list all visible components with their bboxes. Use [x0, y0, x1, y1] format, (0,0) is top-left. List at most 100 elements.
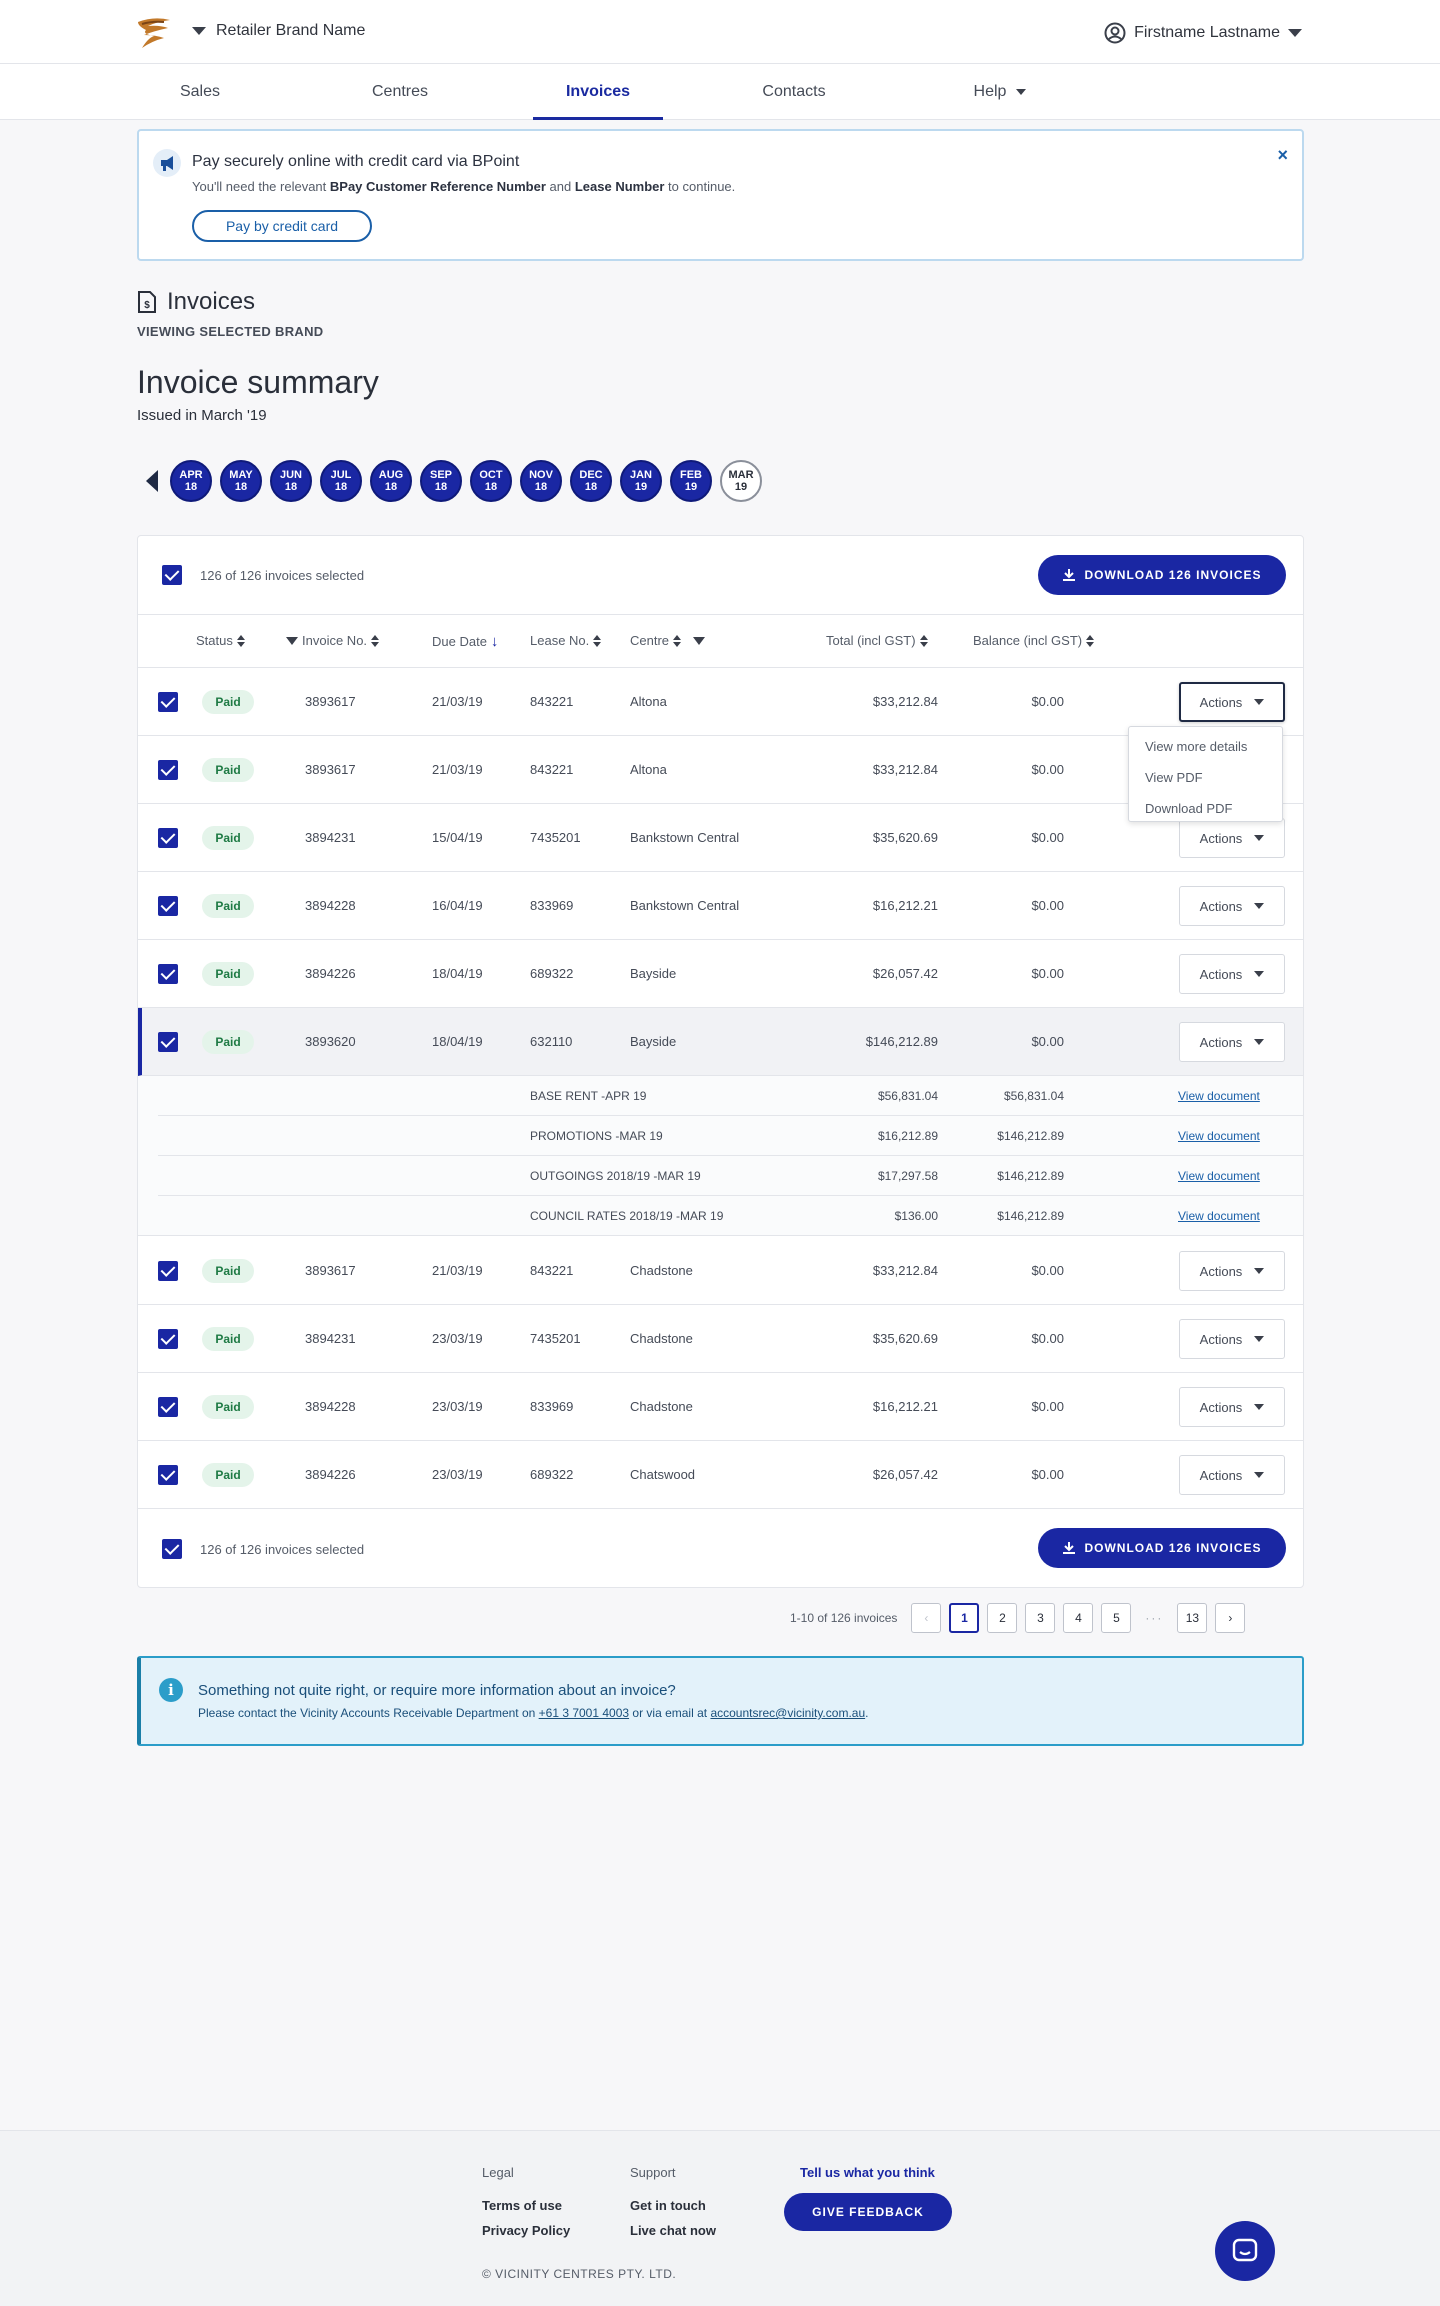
download-invoices-button[interactable]: DOWNLOAD 126 INVOICES: [1038, 555, 1286, 595]
month-apr-18[interactable]: APR 18: [170, 460, 212, 502]
view-document-link[interactable]: View document: [1178, 1089, 1260, 1103]
row-checkbox[interactable]: [158, 1032, 178, 1052]
lease-no: 632110: [530, 1034, 573, 1049]
previous-arrow-icon[interactable]: [146, 470, 158, 492]
page-4[interactable]: 4: [1063, 1603, 1094, 1633]
sort-icon: [371, 634, 380, 647]
tab-invoices[interactable]: Invoices: [533, 64, 663, 120]
table-row[interactable]: Paid 3894226 18/04/19 689322 Bayside $26…: [138, 940, 1303, 1008]
actions-button[interactable]: Actions: [1179, 1251, 1285, 1291]
lease-no: 833969: [530, 1399, 574, 1414]
view-document-link[interactable]: View document: [1178, 1209, 1260, 1223]
month-may-18[interactable]: MAY 18: [220, 460, 262, 502]
row-checkbox[interactable]: [158, 1329, 178, 1349]
table-row[interactable]: Paid 3894228 23/03/19 833969 Chadstone $…: [138, 1373, 1303, 1441]
month-jan-19[interactable]: JAN 19: [620, 460, 662, 502]
pay-by-credit-card-button[interactable]: Pay by credit card: [192, 210, 372, 242]
view-document-link[interactable]: View document: [1178, 1129, 1260, 1143]
tab-centres[interactable]: Centres: [371, 83, 429, 100]
live-chat-link[interactable]: Live chat now: [630, 2223, 716, 2238]
row-checkbox[interactable]: [158, 760, 178, 780]
status-badge: Paid: [202, 1327, 254, 1351]
close-icon[interactable]: ×: [1277, 145, 1288, 165]
actions-button[interactable]: Actions: [1179, 682, 1285, 722]
chat-launcher-button[interactable]: [1215, 2221, 1275, 2281]
balance: $0.00: [1031, 830, 1064, 845]
month-jul-18[interactable]: JUL 18: [320, 460, 362, 502]
table-row-expanded[interactable]: Paid 3893620 18/04/19 632110 Bayside $14…: [138, 1008, 1303, 1076]
user-menu[interactable]: Firstname Lastname: [1104, 22, 1302, 44]
table-row[interactable]: Paid 3894228 16/04/19 833969 Bankstown C…: [138, 872, 1303, 940]
month-feb-19[interactable]: FEB 19: [670, 460, 712, 502]
give-feedback-button[interactable]: GIVE FEEDBACK: [784, 2193, 952, 2231]
page-2[interactable]: 2: [987, 1603, 1018, 1633]
month-mar-19[interactable]: MAR 19: [720, 460, 762, 502]
page-1[interactable]: 1: [949, 1603, 980, 1633]
banner-title: Pay securely online with credit card via…: [192, 153, 520, 170]
month-oct-18[interactable]: OCT 18: [470, 460, 512, 502]
col-centre[interactable]: Centre: [630, 633, 706, 648]
page-3[interactable]: 3: [1025, 1603, 1056, 1633]
month-jun-18[interactable]: JUN 18: [270, 460, 312, 502]
view-document-link[interactable]: View document: [1178, 1169, 1260, 1183]
month-dec-18[interactable]: DEC 18: [570, 460, 612, 502]
col-total[interactable]: Total (incl GST): [826, 633, 928, 648]
actions-button[interactable]: Actions: [1179, 1022, 1285, 1062]
page-13[interactable]: 13: [1177, 1603, 1208, 1633]
tab-sales[interactable]: Sales: [179, 83, 221, 100]
centre: Chadstone: [630, 1331, 693, 1346]
month-sep-18[interactable]: SEP 18: [420, 460, 462, 502]
next-page-icon[interactable]: ›: [1215, 1603, 1246, 1633]
actions-button[interactable]: Actions: [1179, 818, 1285, 858]
invoice-document-icon: $: [138, 291, 156, 313]
col-due-date[interactable]: Due Date ↓: [432, 633, 499, 650]
brand-logo-icon[interactable]: [134, 16, 174, 50]
menu-view-pdf[interactable]: View PDF: [1145, 770, 1203, 785]
tab-contacts[interactable]: Contacts: [762, 83, 826, 100]
row-checkbox[interactable]: [158, 1465, 178, 1485]
sort-icon: [1086, 634, 1095, 647]
sort-icon: [236, 634, 245, 647]
row-checkbox[interactable]: [158, 896, 178, 916]
col-invoice-no[interactable]: Invoice No.: [286, 633, 380, 648]
col-status[interactable]: Status: [196, 633, 245, 648]
col-lease-no[interactable]: Lease No.: [530, 633, 602, 648]
filter-icon: [693, 636, 706, 645]
table-row[interactable]: Paid 3893617 21/03/19 843221 Altona $33,…: [138, 668, 1303, 736]
phone-link[interactable]: +61 3 7001 4003: [538, 1706, 630, 1720]
table-row[interactable]: Paid 3893617 21/03/19 843221 Altona $33,…: [138, 736, 1303, 804]
row-checkbox[interactable]: [158, 828, 178, 848]
month-aug-18[interactable]: AUG 18: [370, 460, 412, 502]
menu-view-more-details[interactable]: View more details: [1145, 739, 1248, 754]
privacy-link[interactable]: Privacy Policy: [482, 2223, 571, 2238]
actions-button[interactable]: Actions: [1179, 1387, 1285, 1427]
lease-no: 689322: [530, 1467, 574, 1482]
table-row[interactable]: Paid 3894231 15/04/19 7435201 Bankstown …: [138, 804, 1303, 872]
get-in-touch-link[interactable]: Get in touch: [630, 2198, 706, 2213]
download-invoices-button[interactable]: DOWNLOAD 126 INVOICES: [1038, 1528, 1286, 1568]
email-link[interactable]: accountsrec@vicinity.com.au: [710, 1706, 866, 1720]
tab-help[interactable]: Help: [960, 64, 1040, 120]
row-checkbox[interactable]: [158, 1261, 178, 1281]
terms-link[interactable]: Terms of use: [482, 2198, 562, 2213]
status-badge: Paid: [202, 1259, 254, 1283]
page-5[interactable]: 5: [1101, 1603, 1132, 1633]
actions-button[interactable]: Actions: [1179, 886, 1285, 926]
actions-button[interactable]: Actions: [1179, 954, 1285, 994]
row-checkbox[interactable]: [158, 1397, 178, 1417]
col-balance[interactable]: Balance (incl GST): [973, 633, 1095, 648]
row-checkbox[interactable]: [158, 692, 178, 712]
actions-button[interactable]: Actions: [1179, 1455, 1285, 1495]
row-checkbox[interactable]: [158, 964, 178, 984]
select-all-checkbox[interactable]: [162, 565, 182, 585]
brand-selector[interactable]: Retailer Brand Name: [192, 22, 365, 40]
menu-download-pdf[interactable]: Download PDF: [1145, 801, 1233, 816]
prev-page-icon[interactable]: ‹: [911, 1603, 942, 1633]
table-row[interactable]: Paid 3894231 23/03/19 7435201 Chadstone …: [138, 1305, 1303, 1373]
table-row[interactable]: Paid 3894226 23/03/19 689322 Chatswood $…: [138, 1441, 1303, 1509]
sort-icon: [919, 634, 928, 647]
month-nov-18[interactable]: NOV 18: [520, 460, 562, 502]
actions-button[interactable]: Actions: [1179, 1319, 1285, 1359]
select-all-checkbox[interactable]: [162, 1539, 182, 1559]
table-row[interactable]: Paid 3893617 21/03/19 843221 Chadstone $…: [138, 1237, 1303, 1305]
